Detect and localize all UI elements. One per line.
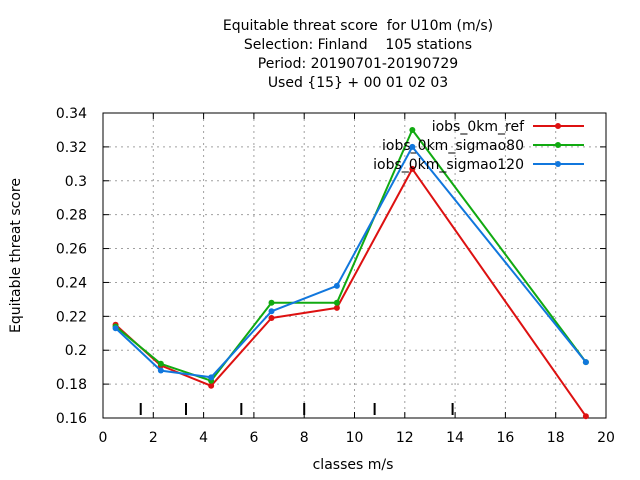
data-point bbox=[208, 382, 215, 389]
y-tick-label: 0.3 bbox=[65, 174, 87, 190]
x-tick-label: 10 bbox=[346, 430, 364, 446]
x-tick-label: 0 bbox=[99, 430, 108, 446]
data-point bbox=[208, 374, 215, 381]
chart-title: Equitable threat score for U10m (m/s) bbox=[222, 18, 494, 34]
x-tick-label: 8 bbox=[300, 430, 309, 446]
y-tick-label: 0.2 bbox=[65, 343, 87, 359]
y-tick-label: 0.16 bbox=[56, 411, 87, 427]
legend-marker bbox=[555, 161, 561, 167]
y-axis-label: Equitable threat score bbox=[8, 178, 24, 333]
data-point bbox=[333, 304, 340, 311]
data-point bbox=[582, 413, 589, 420]
data-point bbox=[268, 308, 275, 315]
x-tick-label: 2 bbox=[149, 430, 158, 446]
y-tick-label: 0.32 bbox=[56, 140, 87, 156]
chart-subtitle-selection: Selection: Finland 105 stations bbox=[243, 37, 473, 53]
x-tick-label: 6 bbox=[249, 430, 258, 446]
y-tick-label: 0.22 bbox=[56, 309, 87, 325]
data-point bbox=[333, 299, 340, 306]
data-point bbox=[268, 315, 275, 322]
legend-label: iobs_0km_sigmao80 bbox=[382, 138, 524, 154]
data-point bbox=[582, 359, 589, 366]
x-tick-label: 12 bbox=[396, 430, 414, 446]
y-tick-label: 0.18 bbox=[56, 377, 87, 393]
data-point bbox=[157, 367, 164, 374]
data-point bbox=[112, 325, 119, 332]
y-tick-label: 0.34 bbox=[56, 106, 87, 122]
data-point bbox=[157, 360, 164, 367]
x-axis-label: classes m/s bbox=[312, 457, 394, 473]
chart-subtitle-used: Used {15} + 00 01 02 03 bbox=[267, 75, 449, 91]
series-line-iobs_0km_sigmao120 bbox=[114, 145, 587, 379]
x-tick-label: 14 bbox=[446, 430, 464, 446]
data-point bbox=[409, 165, 416, 172]
data-point bbox=[409, 143, 416, 150]
series-line-iobs_0km_ref bbox=[114, 167, 587, 417]
legend-marker bbox=[555, 142, 561, 148]
y-tick-label: 0.28 bbox=[56, 208, 87, 224]
y-tick-label: 0.24 bbox=[56, 275, 87, 291]
x-tick-label: 16 bbox=[496, 430, 514, 446]
legend-label: iobs_0km_sigmao120 bbox=[373, 157, 524, 173]
x-tick-label: 20 bbox=[597, 430, 615, 446]
legend-marker bbox=[555, 123, 561, 129]
data-point bbox=[268, 299, 275, 306]
legend-label: iobs_0km_ref bbox=[432, 119, 525, 135]
chart-subtitle-period: Period: 20190701-20190729 bbox=[257, 56, 459, 72]
x-tick-label: 18 bbox=[547, 430, 565, 446]
x-tick-label: 4 bbox=[199, 430, 208, 446]
data-point bbox=[409, 126, 416, 133]
data-point bbox=[333, 282, 340, 289]
y-tick-label: 0.26 bbox=[56, 242, 87, 258]
